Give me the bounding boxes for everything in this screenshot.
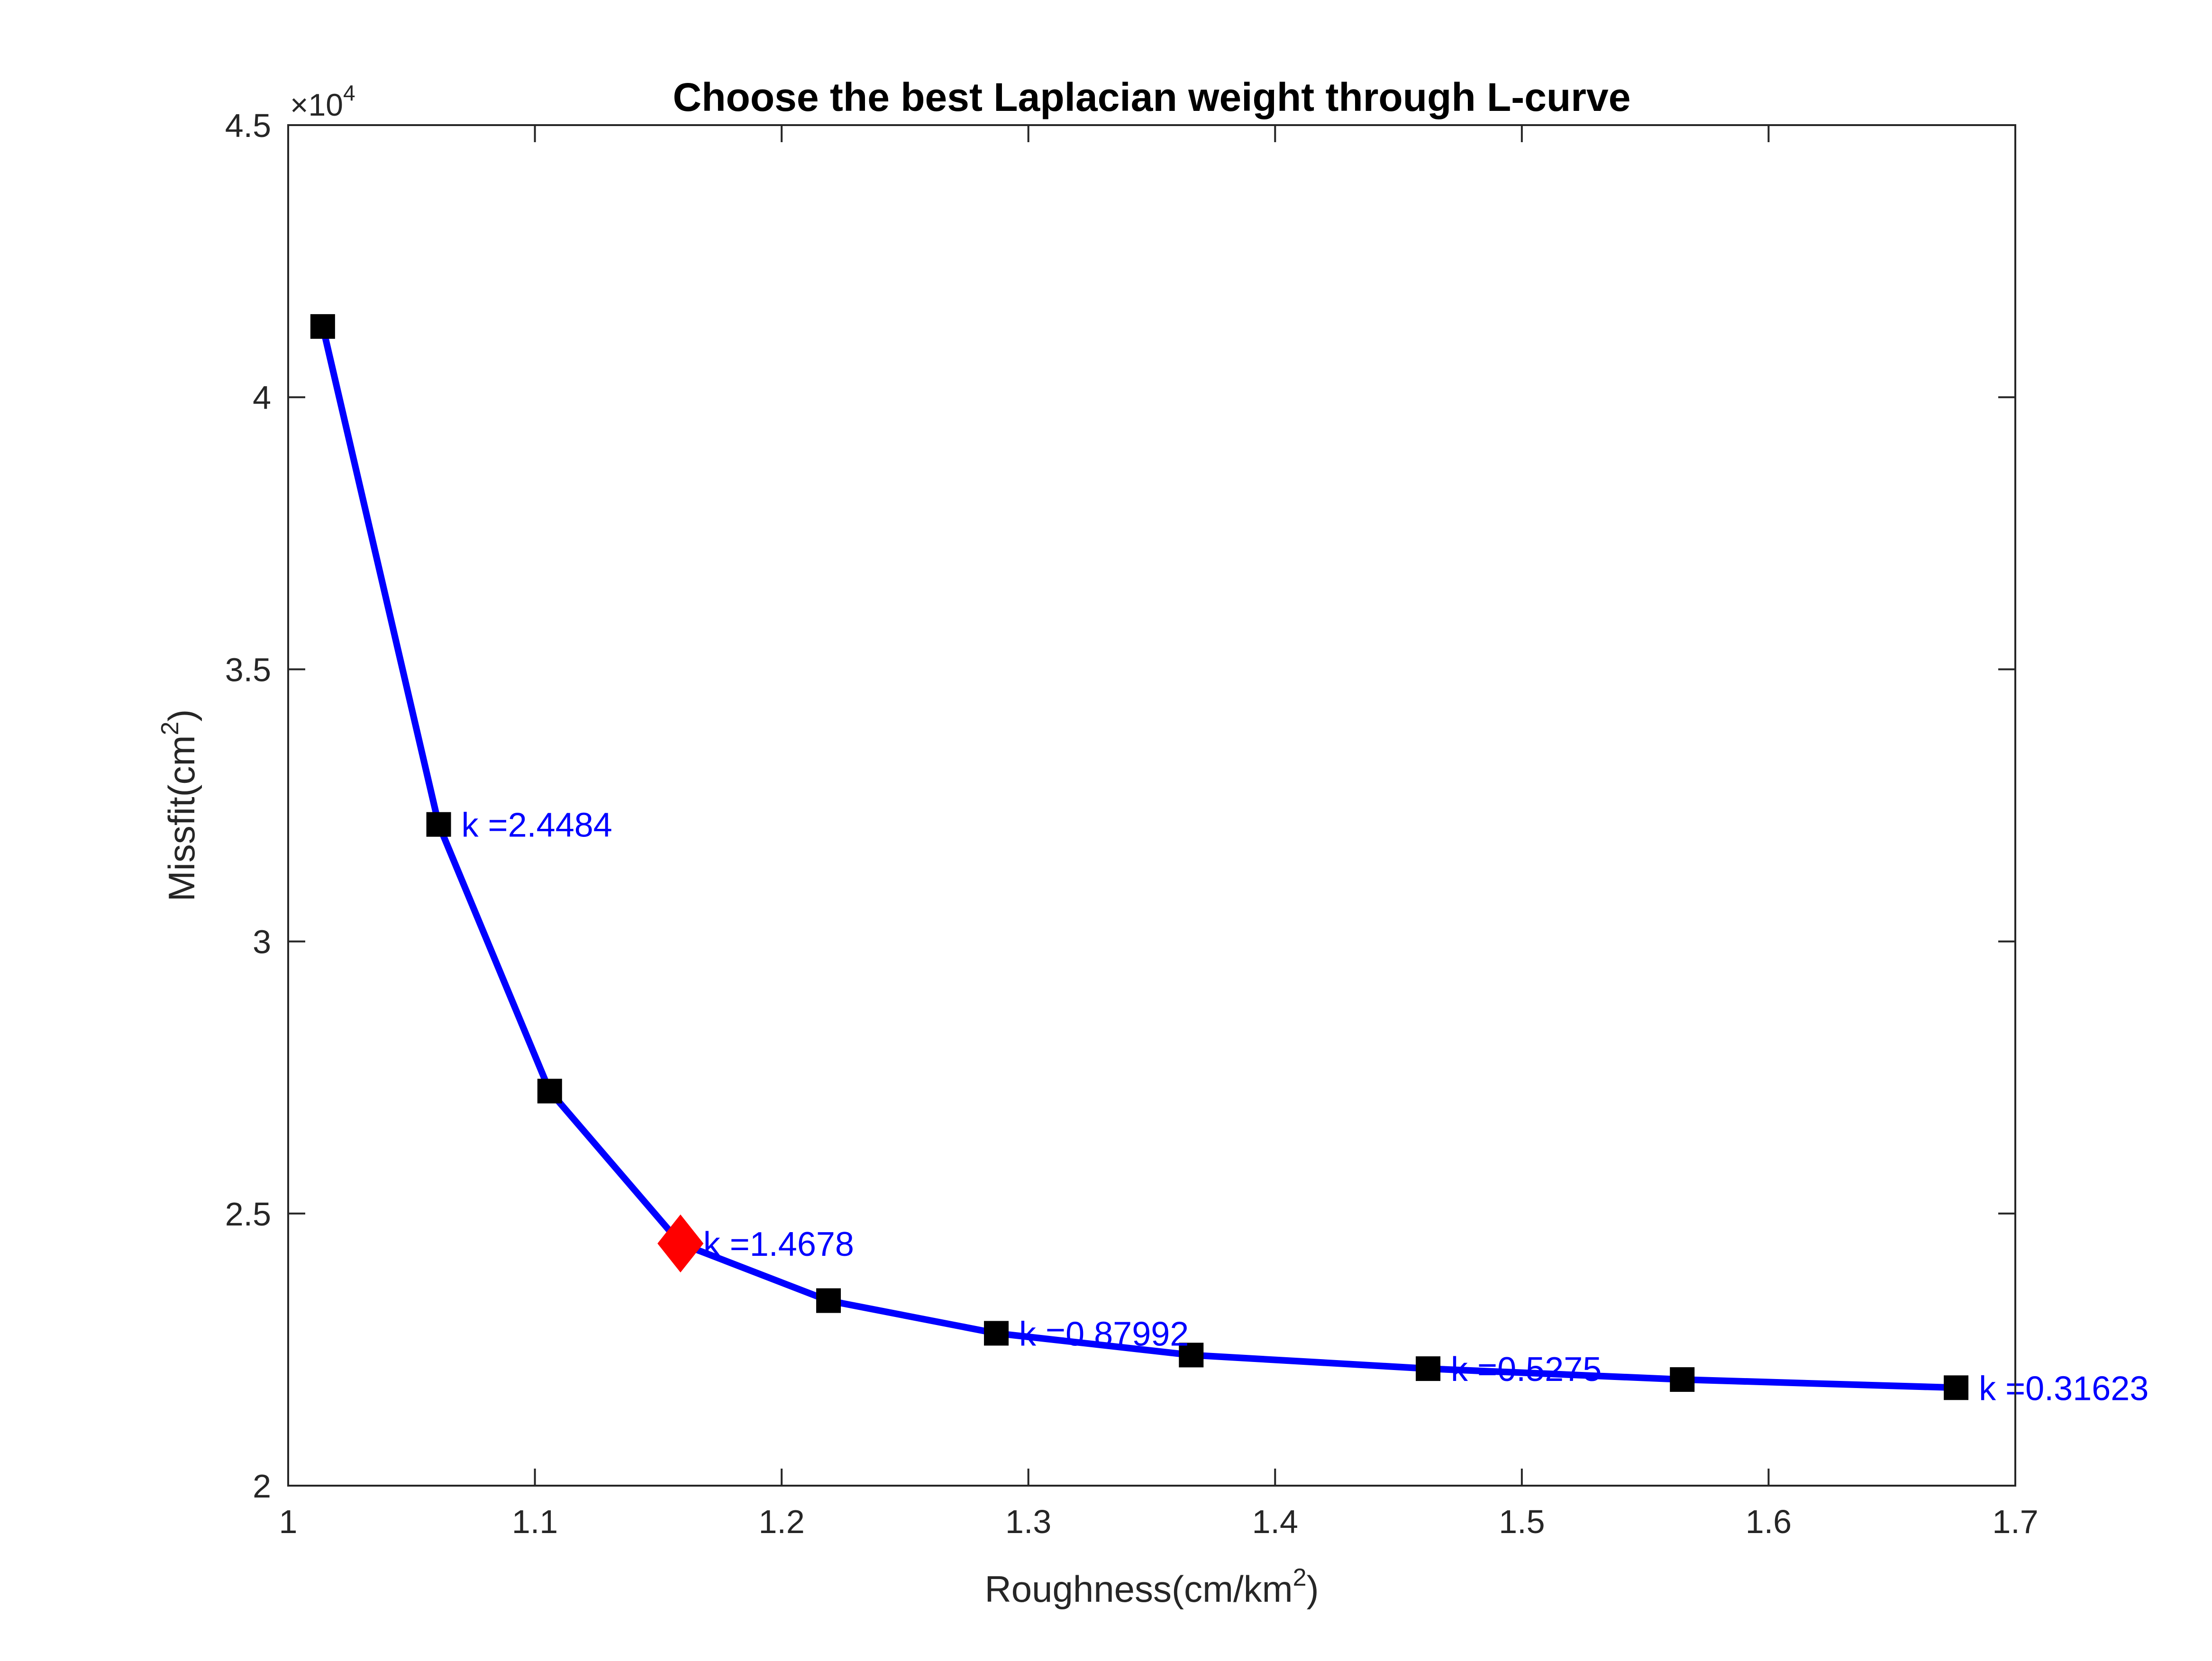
series-line (319, 326, 1957, 1391)
data-point-marker (1944, 1375, 1969, 1400)
y-axis-exponent-power: 4 (343, 81, 355, 105)
axes-box (287, 124, 2016, 1487)
data-point-marker (310, 314, 335, 339)
data-point-marker (1179, 1343, 1204, 1368)
axis-labels: 1 1.1 1.2 1.3 1.4 1.5 1.6 1.7 2 2.5 3 3.5 4 4.5 (225, 107, 2039, 1540)
k-annotation: k =0.5275 (1451, 1351, 1602, 1389)
x-axis-label: Roughness(cm/km2) (984, 1564, 1319, 1610)
plot-area (288, 125, 2015, 1486)
k-annotation: k =0.31623 (1979, 1370, 2148, 1407)
y-tick-label: 2.5 (225, 1196, 271, 1233)
y-axis-label: Missfit(cm2) (156, 709, 202, 902)
k-annotation: k =1.4678 (703, 1225, 854, 1263)
data-point-marker (1670, 1367, 1695, 1392)
data-point-marker (426, 812, 451, 837)
x-tick-label: 1.5 (1499, 1503, 1545, 1540)
k-annotation: k =0.87992 (1019, 1315, 1189, 1353)
series-layer (319, 326, 1957, 1391)
data-point-marker (984, 1321, 1009, 1346)
data-point-marker (1416, 1356, 1441, 1381)
annotations: k =2.4484 k =1.4678 k =0.87992 k =0.5275 k =… (462, 807, 2149, 1408)
x-axis-label-main: Roughness(cm/km (984, 1568, 1293, 1610)
x-tick-label: 1 (279, 1503, 298, 1540)
x-tick-label: 1.2 (758, 1503, 804, 1540)
data-point-marker (537, 1079, 562, 1104)
x-tick-label: 1.4 (1252, 1503, 1298, 1540)
x-axis-label-suffix: ) (1307, 1568, 1319, 1610)
y-tick-label: 2 (253, 1468, 271, 1505)
y-tick-label: 4.5 (225, 107, 271, 144)
y-tick-label: 4 (253, 379, 271, 416)
x-tick-label: 1.7 (1992, 1503, 2038, 1540)
x-tick-label: 1.6 (1746, 1503, 1792, 1540)
y-tick-label: 3 (253, 924, 271, 961)
y-axis-exponent: ×104 (290, 81, 355, 122)
markers (310, 314, 1969, 1400)
y-axis-label-suffix: ) (161, 709, 202, 722)
y-axis-exponent-base: ×10 (290, 87, 343, 122)
chart-title: Choose the best Laplacian weight through… (673, 75, 1631, 119)
best-point-marker (657, 1214, 704, 1273)
y-axis-label-main: Missfit(cm (161, 735, 202, 901)
x-axis-label-superscript: 2 (1293, 1564, 1307, 1591)
y-axis-label-superscript: 2 (156, 722, 184, 735)
x-tick-label: 1.3 (1005, 1503, 1051, 1540)
k-annotation: k =2.4484 (462, 807, 612, 844)
data-point-marker (816, 1288, 841, 1313)
x-tick-label: 1.1 (512, 1503, 558, 1540)
y-tick-label: 3.5 (225, 651, 271, 688)
